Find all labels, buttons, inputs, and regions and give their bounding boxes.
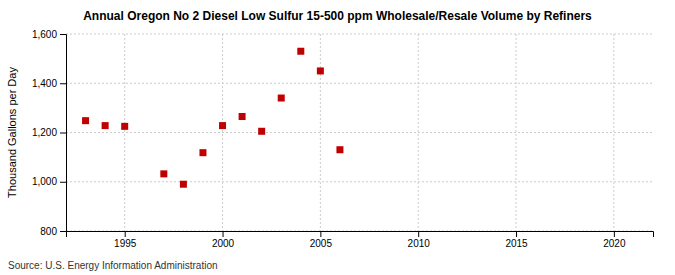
grid-line [320,34,321,231]
tick-mark [614,231,615,237]
point [102,122,109,129]
grid [66,34,653,231]
tick-label: 1,400 [32,78,57,89]
axis-line [67,232,654,238]
x-axis: 1995 2000 2005 2010 2015 2020 [67,231,654,249]
tick-mark [60,34,66,35]
tick: 1,000 [32,176,66,187]
tick: 1995 [114,231,137,249]
point [317,67,324,74]
tick-mark [320,231,321,237]
y-axis-label: Thousand Gallons per Day [6,67,18,198]
grid-line [124,34,125,231]
tick: 2010 [408,231,431,249]
tick-label: 1,000 [32,176,57,187]
chart: 1995 2000 2005 2010 2015 2020 800 1,000 1,200 1,4… [0,0,675,275]
point [239,113,246,120]
point [121,123,128,130]
axis-line [60,35,67,232]
point [199,149,206,156]
point [258,128,265,135]
grid-line [66,132,653,133]
tick-label: 2020 [603,238,626,249]
tick-mark [60,182,66,183]
tick-mark [60,133,66,134]
tick: 1,400 [32,78,66,89]
point [336,146,343,153]
tick: 2000 [212,231,235,249]
point [82,117,89,124]
tick-label: 1,600 [32,29,57,40]
tick: 1,600 [32,29,66,40]
grid-line [66,181,653,182]
tick: 1,200 [32,127,66,138]
tick-label: 1,200 [32,127,57,138]
source: Source: U.S. Energy Information Administ… [8,260,218,271]
tick-label: 800 [40,226,57,237]
point [297,48,304,55]
tick-label: 2015 [505,238,528,249]
y-axis: 800 1,000 1,200 1,400 1,600 [32,29,67,237]
grid-line [66,34,653,35]
point [160,170,167,177]
tick-mark [516,231,517,237]
tick-label: 2010 [408,238,431,249]
point [180,181,187,188]
tick: 2015 [505,231,528,249]
tick-mark [418,231,419,237]
tick: 2020 [603,231,626,249]
tick-label: 2005 [310,238,333,249]
tick-mark [125,231,126,237]
tick: 2005 [310,231,333,249]
tick-label: 2000 [212,238,235,249]
point [219,122,226,129]
plot: 1995 2000 2005 2010 2015 2020 800 1,000 1,200 1,4… [32,29,654,249]
points [82,48,343,188]
tick-mark [60,83,66,84]
tick: 800 [40,226,66,237]
tick-mark [223,231,224,237]
grid-line [66,83,653,84]
title: Annual Oregon No 2 Diesel Low Sulfur 15-… [83,9,592,23]
point [278,95,285,102]
tick-mark [60,231,66,232]
tick-label: 1995 [114,238,137,249]
